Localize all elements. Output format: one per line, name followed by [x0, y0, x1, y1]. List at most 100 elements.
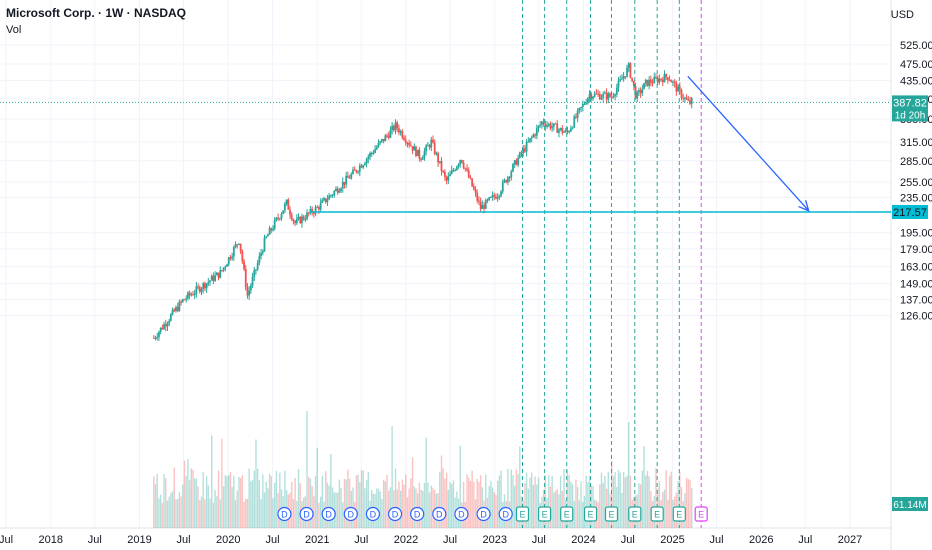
candle-body — [406, 142, 409, 144]
current-price-tag — [892, 95, 928, 122]
candle-body — [539, 124, 542, 126]
support-price-label: 217.57 — [893, 207, 927, 219]
volume-bar — [239, 477, 242, 528]
volume-bar — [246, 498, 249, 528]
volume-bar — [386, 474, 388, 528]
candle-body — [685, 97, 688, 100]
dividend-marker — [299, 506, 314, 522]
candle-body — [501, 181, 504, 192]
support-price-tag — [892, 204, 928, 219]
candle-body — [677, 86, 679, 92]
volume-bar — [338, 479, 341, 528]
candle-body — [367, 156, 370, 160]
volume-bar — [641, 470, 644, 528]
candle-body — [592, 96, 594, 99]
candle-body — [486, 199, 489, 201]
candle-body — [491, 195, 494, 197]
candle-body — [195, 286, 198, 294]
candle-body — [680, 89, 683, 98]
candle-body — [443, 171, 446, 177]
candle-body — [382, 139, 385, 142]
candle-body — [204, 283, 206, 289]
volume-bar — [476, 478, 478, 528]
candle-body — [171, 309, 174, 315]
candle-body — [588, 94, 591, 99]
volume-bar — [384, 481, 387, 528]
candle-body — [554, 123, 557, 125]
volume-bar — [197, 486, 199, 528]
volume-bar — [256, 468, 259, 528]
candle-body — [312, 212, 315, 214]
volume-bar — [364, 488, 366, 528]
candle-body — [251, 277, 254, 286]
volume-bar — [588, 476, 591, 528]
volume-bar — [551, 475, 553, 528]
candle-body — [169, 314, 172, 321]
candle-body — [200, 289, 203, 292]
volume-bar — [597, 501, 599, 528]
volume-bar — [452, 480, 455, 528]
candle-body — [270, 228, 273, 231]
candle-body — [256, 262, 259, 270]
candle-body — [641, 89, 644, 94]
x-tick-label: 2027 — [838, 534, 862, 546]
candle-body — [345, 175, 348, 185]
volume-bar — [525, 472, 528, 528]
volume-bar — [260, 499, 262, 528]
y-tick-label: 149.00 — [900, 279, 932, 291]
volume-bar — [570, 481, 572, 528]
candle-body — [365, 159, 368, 164]
candle-body — [232, 247, 235, 257]
candle-body — [512, 164, 514, 172]
candle-body — [472, 186, 475, 190]
volume-legend: Vol — [6, 24, 22, 36]
candle-body — [615, 87, 618, 95]
candle-body — [301, 216, 303, 224]
volume-bar — [444, 478, 446, 528]
volume-bar — [308, 476, 310, 528]
volume-bar — [425, 437, 427, 528]
candle-body — [541, 121, 543, 125]
candle-body — [181, 299, 184, 302]
volume-bar — [228, 475, 230, 528]
volume-bar — [161, 502, 164, 528]
candle-body — [585, 103, 588, 105]
volume-bar — [439, 472, 441, 528]
volume-bar — [558, 494, 560, 528]
candle-body — [670, 80, 673, 83]
candle-body — [333, 191, 336, 195]
candle-body — [314, 207, 317, 214]
volume-bar — [217, 470, 220, 528]
volume-bar — [226, 475, 228, 528]
volume-bar — [272, 498, 274, 528]
candle-body — [435, 153, 438, 155]
x-tick-label: Jul — [709, 534, 723, 546]
volume-bar — [168, 496, 170, 528]
candle-body — [498, 195, 501, 197]
volume-bar — [406, 497, 409, 528]
candle-body — [496, 196, 499, 199]
candle-body — [319, 202, 322, 210]
candle-body — [566, 130, 569, 132]
volume-bar — [224, 475, 227, 528]
volume-bar — [462, 481, 465, 528]
candle-body — [556, 123, 559, 133]
candle-body — [221, 270, 223, 272]
volume-bar — [306, 410, 308, 528]
dividend-marker — [277, 506, 292, 522]
candle-body — [227, 257, 230, 265]
candle-body — [292, 219, 295, 222]
candle-body — [542, 121, 545, 125]
candle-body — [311, 208, 314, 213]
volume-bar — [513, 485, 516, 528]
candle-body — [522, 148, 525, 154]
dividend-marker-label: D — [436, 510, 443, 520]
candle-body — [428, 145, 431, 148]
candle-body — [161, 327, 164, 330]
candle-body — [297, 217, 300, 219]
volume-bar — [389, 487, 392, 528]
candle-body — [273, 220, 276, 229]
dividend-marker-label: D — [281, 510, 288, 520]
earnings-marker — [604, 506, 619, 522]
